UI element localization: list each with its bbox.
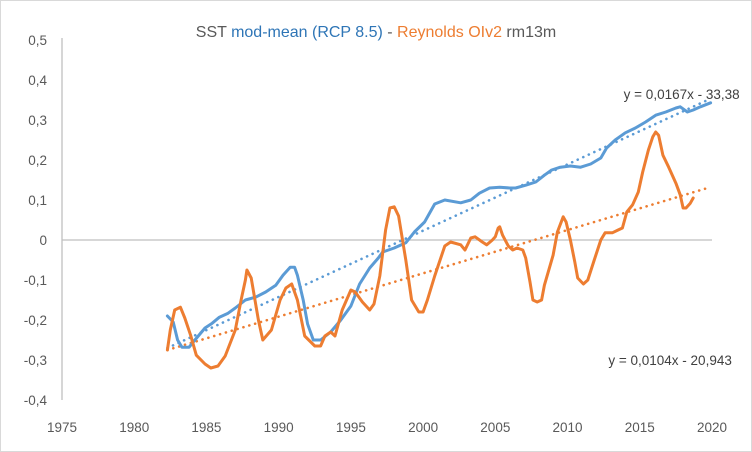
x-tick-label: 1980: [119, 420, 149, 435]
trendline-mod-mean: [166, 98, 709, 350]
y-tick-label: 0,3: [28, 113, 47, 128]
x-tick-label: 2015: [625, 420, 655, 435]
title-segment: SST: [196, 24, 231, 41]
title-segment: mod-mean (RCP 8.5): [231, 24, 383, 41]
x-tick-label: 2005: [480, 420, 510, 435]
y-tick-label: -0,2: [24, 313, 47, 328]
y-tick-label: -0,1: [24, 273, 47, 288]
y-tick-label: 0,4: [28, 73, 47, 88]
trendline-equation-mod-mean: y = 0,0167x - 33,38: [624, 87, 740, 102]
trendline-equation-reynolds: y = 0,0104x - 20,943: [608, 353, 731, 368]
x-tick-label: 2000: [408, 420, 438, 435]
x-tick-label: 2010: [553, 420, 583, 435]
title-segment: rm13m: [502, 24, 556, 41]
y-tick-label: 0: [39, 233, 47, 248]
y-tick-label: 0,1: [28, 193, 47, 208]
x-tick-label: 1990: [264, 420, 294, 435]
y-tick-label: -0,4: [24, 393, 48, 408]
y-axis-ticks: 0,5 0,4 0,3 0,2 0,1 0 -0,1 -0,2 -0,3 -0,4: [24, 33, 48, 408]
chart-title: SST mod-mean (RCP 8.5) - Reynolds OIv2 r…: [196, 24, 556, 41]
x-tick-label: 1985: [191, 420, 221, 435]
title-segment: Reynolds OIv2: [397, 24, 502, 41]
series-line-reynolds: [165, 130, 695, 370]
x-tick-label: 1975: [47, 420, 77, 435]
x-axis-ticks: 1975 1980 1985 1990 1995 2000 2005 2010 2015 2020: [47, 420, 727, 435]
y-tick-label: 0,2: [28, 153, 47, 168]
y-tick-label: -0,3: [24, 353, 47, 368]
series-line-mod-mean: [165, 101, 713, 349]
trendlines: [166, 98, 709, 352]
title-segment: -: [383, 24, 397, 41]
x-tick-label: 2020: [697, 420, 727, 435]
y-tick-label: 0,5: [28, 33, 47, 48]
series-lines: [165, 101, 713, 370]
x-tick-label: 1995: [336, 420, 366, 435]
